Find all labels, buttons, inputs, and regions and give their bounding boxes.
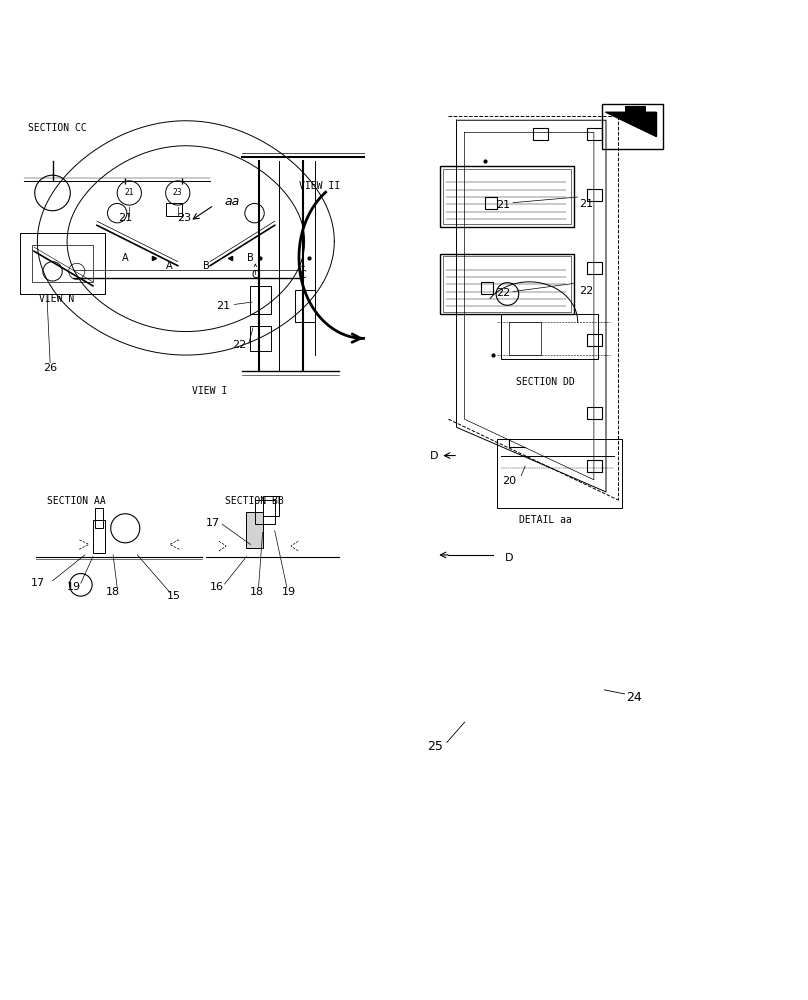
Text: 21: 21 xyxy=(118,213,133,223)
Text: 21: 21 xyxy=(579,199,593,209)
Text: VIEW I: VIEW I xyxy=(192,386,228,396)
Text: C: C xyxy=(300,270,306,280)
Bar xyxy=(32,245,93,282)
Text: B: B xyxy=(247,253,254,263)
Text: D: D xyxy=(505,553,514,563)
Text: 16: 16 xyxy=(209,582,224,592)
Bar xyxy=(625,106,645,112)
Text: 18: 18 xyxy=(250,587,264,597)
Bar xyxy=(440,166,574,227)
Text: 26: 26 xyxy=(43,363,57,373)
Bar xyxy=(587,189,602,201)
Text: SECTION CC: SECTION CC xyxy=(28,123,87,133)
Text: 21: 21 xyxy=(497,200,511,210)
Bar xyxy=(533,128,548,140)
Bar xyxy=(250,286,271,314)
Bar xyxy=(20,233,105,294)
Text: 23: 23 xyxy=(177,213,191,223)
Text: 21: 21 xyxy=(217,301,230,311)
Bar xyxy=(166,203,182,216)
Text: 15: 15 xyxy=(166,591,181,601)
Bar xyxy=(587,407,602,419)
Bar xyxy=(263,496,279,516)
Text: 17: 17 xyxy=(31,578,45,588)
Bar xyxy=(95,508,103,528)
Bar xyxy=(295,290,315,322)
Text: 22: 22 xyxy=(232,340,246,350)
Text: 21: 21 xyxy=(124,188,134,197)
Bar xyxy=(501,314,598,359)
Text: aa: aa xyxy=(225,195,240,208)
Text: VIEW II: VIEW II xyxy=(299,181,339,191)
Text: 17: 17 xyxy=(205,518,220,528)
Polygon shape xyxy=(606,112,656,136)
Bar xyxy=(509,322,541,355)
Text: 23: 23 xyxy=(173,188,183,197)
Text: 24: 24 xyxy=(626,691,642,704)
Text: 22: 22 xyxy=(579,286,594,296)
Bar xyxy=(587,128,602,140)
Text: 20: 20 xyxy=(502,476,516,486)
Text: SECTION AA: SECTION AA xyxy=(48,496,106,506)
Text: 22: 22 xyxy=(496,288,511,298)
Bar xyxy=(93,520,105,553)
Text: A: A xyxy=(122,253,128,263)
Text: D: D xyxy=(429,451,438,461)
Bar xyxy=(440,254,574,314)
Text: 25: 25 xyxy=(427,740,443,753)
Text: VIEW N: VIEW N xyxy=(39,294,74,304)
Text: 19: 19 xyxy=(67,582,82,592)
Text: 19: 19 xyxy=(282,587,297,597)
Bar xyxy=(443,256,571,312)
Bar xyxy=(587,334,602,346)
Bar xyxy=(587,262,602,274)
Bar xyxy=(250,326,271,351)
Text: 18: 18 xyxy=(106,587,120,597)
Text: DETAIL aa: DETAIL aa xyxy=(519,515,572,525)
Bar xyxy=(587,460,602,472)
Text: SECTION DD: SECTION DD xyxy=(516,377,574,387)
Bar xyxy=(485,197,497,209)
Text: C: C xyxy=(251,270,258,280)
Text: A: A xyxy=(166,261,173,271)
Bar xyxy=(443,169,571,224)
Bar xyxy=(497,439,622,508)
Bar xyxy=(481,282,493,294)
Bar xyxy=(602,104,663,149)
Text: SECTION BB: SECTION BB xyxy=(225,496,284,506)
Bar xyxy=(246,512,263,548)
Text: B: B xyxy=(203,261,209,271)
Bar xyxy=(255,500,275,524)
